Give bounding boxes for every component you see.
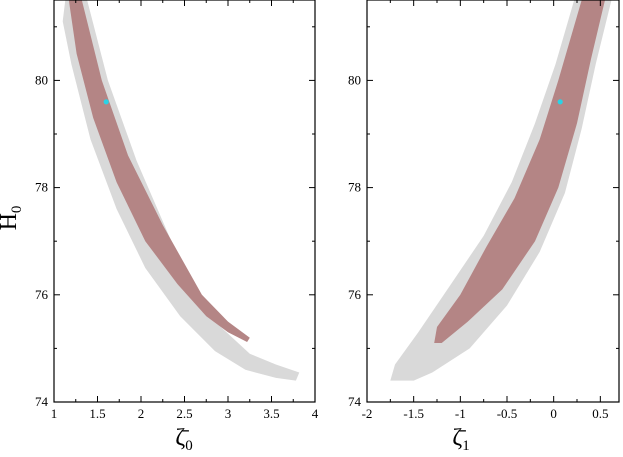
x-tick-label: -2 [362, 406, 373, 421]
x-tick-label: 2.5 [176, 406, 192, 421]
panel-right: -2 -1.5 -1 -0.5 0 0.5 74 76 78 80 ζ̄1 [348, 0, 620, 454]
y-tick-label: 74 [35, 394, 49, 409]
x-tick-label: -1 [455, 406, 466, 421]
x-tick-label: 1.5 [89, 406, 105, 421]
y-axis-label-sub: 0 [9, 206, 25, 214]
left-confidence-regions [62, 0, 300, 381]
y-tick-label: 74 [348, 394, 362, 409]
confidence-region-inner [68, 0, 250, 342]
y-tick-label: 76 [348, 287, 362, 302]
confidence-region-outer [62, 0, 300, 381]
left-y-tick-labels: 74 76 78 80 [35, 72, 49, 409]
right-best-fit-points [557, 99, 563, 105]
y-tick-label: 76 [35, 287, 49, 302]
y-tick-label: 80 [35, 72, 48, 87]
left-y-axis-label: H0 [0, 206, 25, 231]
x-tick-label: 4 [312, 406, 319, 421]
y-axis-label-main: H [0, 213, 22, 230]
x-axis-label-sub: 1 [462, 438, 470, 454]
x-tick-label: 0.5 [592, 406, 608, 421]
right-confidence-regions [390, 0, 612, 381]
right-x-axis-label: ζ̄1 [452, 425, 469, 454]
x-tick-label: 0 [550, 406, 557, 421]
best-fit-point [557, 99, 563, 105]
x-tick-label: 3 [225, 406, 232, 421]
left-x-tick-labels: 1 1.5 2 2.5 3 3.5 4 [51, 406, 319, 421]
left-axis-ticks [53, 0, 316, 403]
left-best-fit-points [103, 99, 109, 105]
y-tick-label: 78 [348, 180, 361, 195]
x-tick-label: -0.5 [497, 406, 518, 421]
best-fit-point [103, 99, 109, 105]
x-tick-label: -1.5 [403, 406, 424, 421]
y-tick-label: 80 [348, 72, 361, 87]
left-x-axis-label: ζ̄0 [175, 425, 192, 454]
right-x-tick-labels: -2 -1.5 -1 -0.5 0 0.5 [362, 406, 609, 421]
right-axis-ticks [366, 0, 619, 403]
x-tick-label: 2 [138, 406, 145, 421]
right-y-tick-labels: 74 76 78 80 [348, 72, 362, 409]
confidence-region-inner [434, 0, 605, 343]
x-axis-label-sub: 0 [185, 438, 193, 454]
x-tick-label: 3.5 [263, 406, 279, 421]
y-tick-label: 78 [35, 180, 48, 195]
x-tick-label: 1 [51, 406, 58, 421]
right-plot-frame [366, 0, 620, 403]
